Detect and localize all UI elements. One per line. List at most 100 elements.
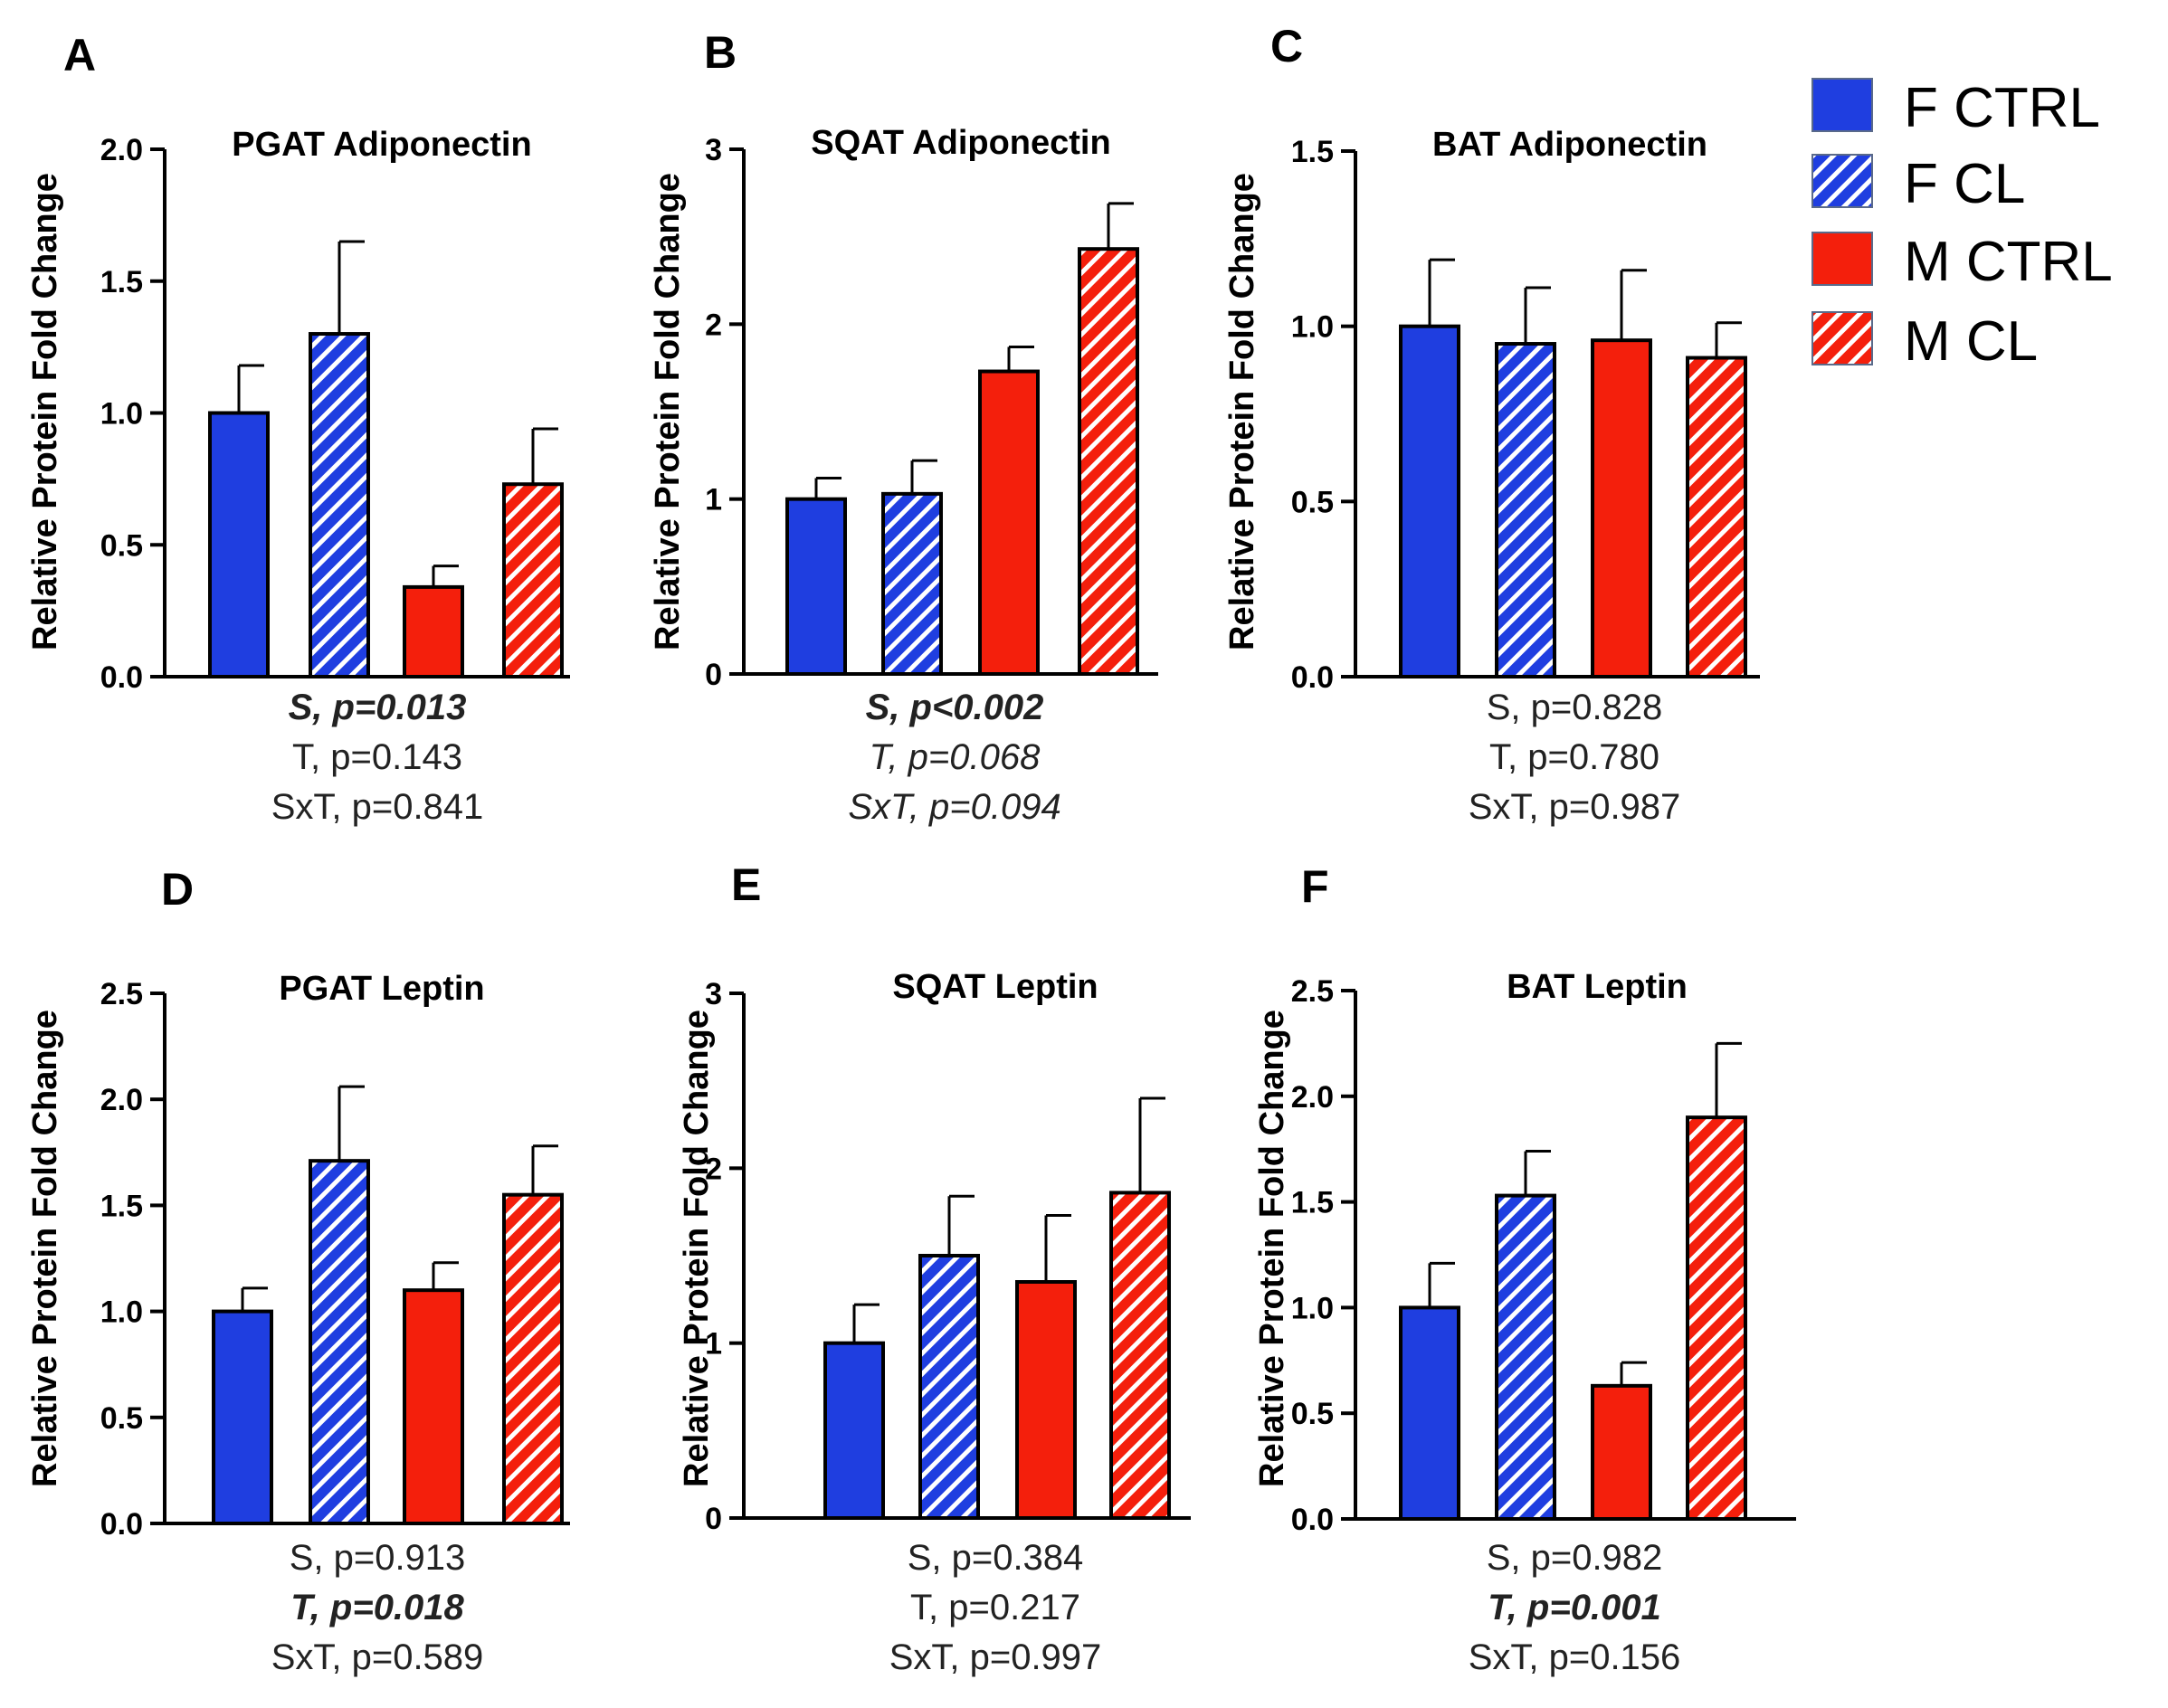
legend-label: M CL (1904, 310, 2038, 373)
stat-line: T, p=0.068 (870, 737, 1041, 777)
stat-line: S, p=0.384 (908, 1538, 1084, 1578)
panel-letter: D (161, 864, 194, 915)
y-tick-label: 3 (705, 977, 722, 1011)
stat-line: S, p=0.828 (1487, 688, 1663, 727)
legend-label: F CL (1904, 153, 2025, 215)
stat-line: T, p=0.780 (1489, 737, 1659, 777)
bar-f-cl (1495, 342, 1556, 678)
legend-swatch-m-ctrl (1811, 232, 1873, 286)
stat-line: SxT, p=0.156 (1469, 1637, 1681, 1677)
y-tick-label: 0.0 (1291, 1503, 1334, 1537)
y-axis-label: Relative Protein Fold Change (649, 173, 687, 650)
y-axis-label: Relative Protein Fold Change (26, 173, 64, 650)
bar-m-cl (1686, 1115, 1747, 1522)
y-tick-label: 2 (705, 1152, 722, 1186)
bar-m-cl (1686, 356, 1747, 678)
y-tick-label: 3 (705, 133, 722, 167)
bar-f-ctrl (785, 497, 847, 677)
y-tick-label: 0.5 (1291, 485, 1334, 519)
stat-line: S, p<0.002 (866, 688, 1044, 727)
y-tick-label: 2.0 (100, 133, 143, 167)
y-tick-label: 0.5 (1291, 1397, 1334, 1431)
bar-m-cl (1078, 247, 1139, 676)
stat-line: S, p=0.913 (290, 1538, 466, 1578)
bar-f-cl (309, 332, 370, 678)
y-tick-label: 2 (705, 308, 722, 342)
chart-title: BAT Leptin (1507, 968, 1688, 1006)
legend-label: F CTRL (1904, 77, 2100, 139)
chart-title: PGAT Adiponectin (232, 126, 531, 164)
chart-title: SQAT Adiponectin (811, 124, 1110, 162)
y-tick-label: 0.0 (1291, 660, 1334, 695)
chart-title: SQAT Leptin (892, 968, 1098, 1006)
stat-line: S, p=0.982 (1487, 1538, 1663, 1578)
y-axis-label: Relative Protein Fold Change (678, 1010, 716, 1487)
bar-f-ctrl (823, 1341, 885, 1520)
y-tick-label: 0 (705, 658, 722, 692)
y-tick-label: 2.0 (1291, 1080, 1334, 1115)
y-tick-label: 2.5 (1291, 974, 1334, 1009)
y-tick-label: 1 (705, 1327, 722, 1362)
y-tick-label: 1.5 (1291, 135, 1334, 169)
y-tick-label: 1.5 (1291, 1186, 1334, 1220)
legend-swatch-m-cl (1811, 311, 1873, 365)
panel-b: B SQAT Adiponectin Relative Protein Fold C… (649, 27, 1158, 827)
y-tick-label: 1 (705, 483, 722, 517)
bar-m-cl (502, 482, 564, 679)
stat-line: T, p=0.001 (1488, 1588, 1661, 1627)
y-tick-label: 1.0 (1291, 1291, 1334, 1325)
panel-d: D PGAT Leptin Relative Protein Fold Change… (26, 864, 570, 1677)
y-tick-label: 1.5 (100, 1189, 143, 1223)
y-tick-label: 2.0 (100, 1083, 143, 1117)
y-tick-label: 1.5 (100, 265, 143, 299)
stat-line: SxT, p=0.841 (271, 787, 484, 827)
stat-line: SxT, p=0.987 (1469, 787, 1681, 827)
chart-title: PGAT Leptin (279, 970, 484, 1008)
bar-m-ctrl (403, 1288, 464, 1526)
panel-c: C BAT Adiponectin Relative Protein Fold Ch… (1223, 21, 1760, 827)
bar-f-cl (918, 1254, 980, 1520)
bar-f-cl (309, 1159, 370, 1526)
stat-line: SxT, p=0.094 (848, 787, 1060, 827)
bar-m-ctrl (1591, 1383, 1652, 1522)
legend-swatch-f-cl (1811, 154, 1873, 208)
panel-letter: C (1270, 21, 1303, 71)
chart-title: BAT Adiponectin (1432, 126, 1707, 164)
y-tick-label: 0.0 (100, 1507, 143, 1542)
legend-label: M CTRL (1904, 231, 2113, 293)
bar-f-ctrl (1399, 324, 1460, 678)
y-axis-label: Relative Protein Fold Change (26, 1010, 64, 1487)
bar-m-ctrl (1015, 1280, 1077, 1520)
stat-line: T, p=0.217 (910, 1588, 1080, 1627)
y-tick-label: 1.0 (100, 397, 143, 432)
panel-letter: B (704, 27, 737, 78)
y-tick-label: 1.0 (100, 1295, 143, 1330)
stat-line: T, p=0.018 (290, 1588, 464, 1627)
panel-e: E SQAT Leptin Relative Protein Fold Change… (678, 859, 1191, 1677)
stat-line: SxT, p=0.997 (889, 1637, 1102, 1677)
bar-f-cl (1495, 1193, 1556, 1522)
bar-m-cl (502, 1192, 564, 1526)
bar-f-ctrl (212, 1309, 273, 1525)
panel-a: A PGAT Adiponectin Relative Protein Fold C… (26, 30, 570, 827)
panel-letter: A (63, 30, 96, 81)
y-tick-label: 0.5 (100, 1401, 143, 1436)
panel-letter: F (1301, 861, 1329, 912)
stat-line: S, p=0.013 (289, 688, 467, 727)
bar-m-cl (1109, 1191, 1171, 1521)
stat-line: T, p=0.143 (292, 737, 462, 777)
y-tick-label: 1.0 (1291, 310, 1334, 345)
panel-letter: E (731, 859, 761, 910)
legend: F CTRL F CL M CTRL M CL (1811, 77, 2113, 373)
y-tick-label: 2.5 (100, 977, 143, 1011)
bar-f-ctrl (1399, 1305, 1460, 1522)
panel-f: F BAT Leptin Relative Protein Fold Change0… (1253, 861, 1796, 1677)
panels-group: A PGAT Adiponectin Relative Protein Fold C… (26, 21, 1796, 1677)
y-axis-label: Relative Protein Fold Change (1223, 173, 1261, 650)
bar-f-ctrl (208, 411, 270, 678)
stat-line: SxT, p=0.589 (271, 1637, 484, 1677)
bar-f-cl (881, 491, 943, 676)
y-tick-label: 0 (705, 1502, 722, 1536)
bar-m-ctrl (1591, 338, 1652, 678)
